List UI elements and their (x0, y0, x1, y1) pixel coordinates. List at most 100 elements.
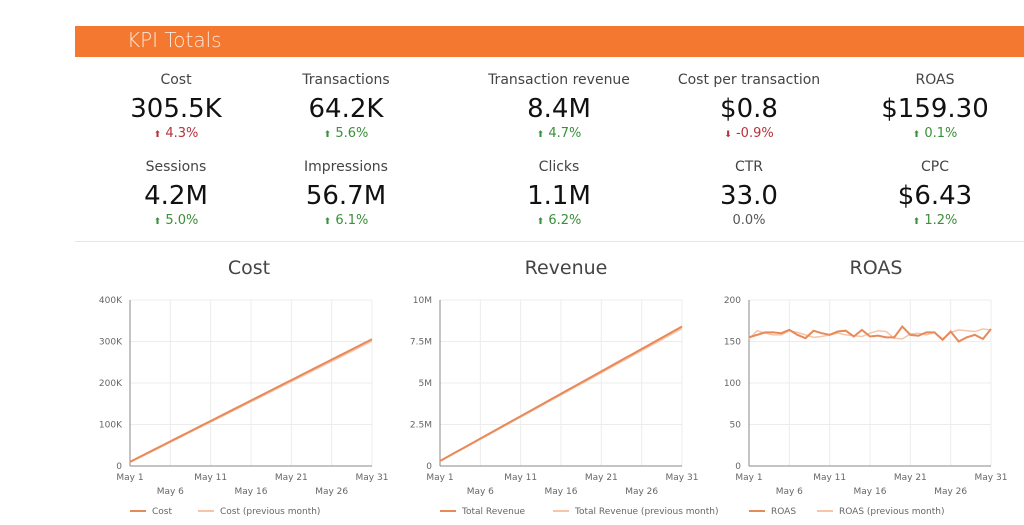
x-tick-label: May 1 (426, 473, 453, 483)
x-tick-label: May 6 (157, 487, 184, 497)
kpi-label: Transaction revenue (488, 72, 630, 88)
x-tick-label: May 26 (934, 487, 967, 497)
x-tick-label: May 6 (776, 487, 803, 497)
x-tick-label: May 11 (504, 473, 537, 483)
line-chart-roas: 0 50 100 150 200 May 1 May 11 May 21 May 31 May 6… (724, 296, 1008, 517)
kpi-label: Cost per transaction (677, 72, 821, 88)
kpi-value: 4.2M (144, 181, 208, 211)
line-chart-cost: 0 100K 200K 300K 400K May 1 May 11 May 21 May 31… (99, 296, 389, 517)
x-tick-label: May 31 (666, 473, 699, 483)
x-tick-label: May 21 (275, 473, 308, 483)
kpi-delta-value: 1.2% (924, 213, 958, 228)
arrow-down-icon: ⬇ (724, 130, 732, 140)
kpi-value: 8.4M (527, 94, 591, 124)
y-tick-label: 0 (426, 462, 432, 472)
kpi-label: Clicks (538, 159, 580, 175)
kpi-cpc: CPC $6.43 ⬆ 1.2% (845, 159, 1024, 231)
kpi-label: CPC (921, 159, 949, 175)
kpi-label: Impressions (304, 159, 388, 175)
kpi-delta-value: 5.6% (335, 126, 369, 141)
kpi-sessions: Sessions 4.2M ⬆ 5.0% (86, 159, 266, 231)
y-tick-label: 0 (735, 462, 741, 472)
x-tick-label: May 21 (894, 473, 927, 483)
kpi-label: ROAS (915, 72, 955, 88)
kpi-delta-value: 4.3% (165, 126, 199, 141)
x-tick-label: May 16 (545, 487, 578, 497)
y-tick-label: 5M (419, 379, 433, 389)
y-tick-label: 200 (724, 296, 741, 306)
kpi-totals-header: KPI Totals (75, 26, 1024, 57)
kpi-delta: ⬆ 1.2% (845, 213, 1024, 231)
arrow-up-icon: ⬆ (323, 130, 332, 140)
series-line-current (748, 325, 992, 343)
x-tick-label: May 6 (467, 487, 494, 497)
y-tick-label: 300K (99, 338, 123, 348)
legend-label: Total Revenue (461, 507, 526, 517)
kpi-value: $6.43 (897, 181, 973, 211)
line-chart-revenue: 0 2.5M 5M 7.5M 10M May 1 May 11 May 21 May 31 May… (410, 296, 719, 517)
x-tick-label: May 26 (315, 487, 348, 497)
kpi-value: $0.8 (720, 94, 778, 124)
kpi-value: 33.0 (720, 181, 778, 211)
y-tick-label: 2.5M (410, 421, 432, 431)
x-tick-label: May 1 (735, 473, 762, 483)
kpi-delta: ⬆ 6.1% (256, 213, 436, 231)
kpi-delta-value: 0.0% (732, 213, 766, 228)
kpi-roas: ROAS $159.30 ⬆ 0.1% (845, 72, 1024, 144)
legend-label: Cost (previous month) (220, 507, 320, 517)
kpi-delta: ⬆ 0.1% (845, 126, 1024, 144)
kpi-delta: ⬇ -0.9% (659, 126, 839, 144)
kpi-value: 64.2K (308, 94, 384, 124)
legend-label: ROAS (771, 507, 796, 517)
x-tick-label: May 16 (854, 487, 887, 497)
legend-label: ROAS (previous month) (839, 507, 944, 517)
kpi-value: $159.30 (881, 94, 989, 124)
y-tick-label: 50 (730, 421, 742, 431)
kpi-value: 1.1M (527, 181, 591, 211)
series-line-current (129, 338, 373, 463)
kpi-label: Cost (160, 72, 192, 88)
y-tick-label: 7.5M (410, 338, 432, 348)
x-tick-label: May 11 (813, 473, 846, 483)
y-tick-label: 400K (99, 296, 123, 306)
header-title: KPI Totals (127, 28, 222, 52)
y-tick-label: 0 (116, 462, 122, 472)
x-tick-label: May 16 (235, 487, 268, 497)
divider (75, 241, 1024, 242)
kpi-delta: ⬆ 4.3% (86, 126, 266, 144)
kpi-label: Transactions (302, 72, 390, 88)
arrow-up-icon: ⬆ (536, 217, 545, 227)
x-tick-label: May 21 (585, 473, 618, 483)
kpi-delta-value: 0.1% (924, 126, 958, 141)
kpi-impressions: Impressions 56.7M ⬆ 6.1% (256, 159, 436, 231)
arrow-up-icon: ⬆ (153, 130, 162, 140)
arrow-up-icon: ⬆ (323, 217, 332, 227)
kpi-ctr: CTR 33.0 0.0% (659, 159, 839, 231)
kpi-delta: ⬆ 5.6% (256, 126, 436, 144)
x-tick-label: May 31 (356, 473, 389, 483)
kpi-cost: Cost 305.5K ⬆ 4.3% (86, 72, 266, 144)
kpi-delta-value: 6.1% (335, 213, 369, 228)
kpi-delta-value: 5.0% (165, 213, 199, 228)
legend-label: Total Revenue (previous month) (574, 507, 719, 517)
chart-title: Revenue (524, 257, 608, 279)
kpi-value: 56.7M (305, 181, 387, 211)
arrow-up-icon: ⬆ (912, 217, 921, 227)
y-tick-label: 100K (99, 421, 123, 431)
kpi-clicks: Clicks 1.1M ⬆ 6.2% (469, 159, 649, 231)
kpi-delta: ⬆ 5.0% (86, 213, 266, 231)
kpi-transaction-revenue: Transaction revenue 8.4M ⬆ 4.7% (469, 72, 649, 144)
series-line-current (439, 325, 683, 462)
arrow-up-icon: ⬆ (153, 217, 162, 227)
kpi-value: 305.5K (130, 94, 222, 124)
kpi-delta: 0.0% (659, 213, 839, 231)
x-tick-label: May 26 (625, 487, 658, 497)
x-tick-label: May 11 (194, 473, 227, 483)
kpi-delta: ⬆ 4.7% (469, 126, 649, 144)
kpi-cost-per-transaction: Cost per transaction $0.8 ⬇ -0.9% (659, 72, 839, 144)
y-tick-label: 150 (724, 338, 741, 348)
y-tick-label: 10M (413, 296, 432, 306)
y-tick-label: 200K (99, 379, 123, 389)
kpi-delta-value: -0.9% (735, 126, 774, 141)
kpi-label: CTR (734, 159, 764, 175)
